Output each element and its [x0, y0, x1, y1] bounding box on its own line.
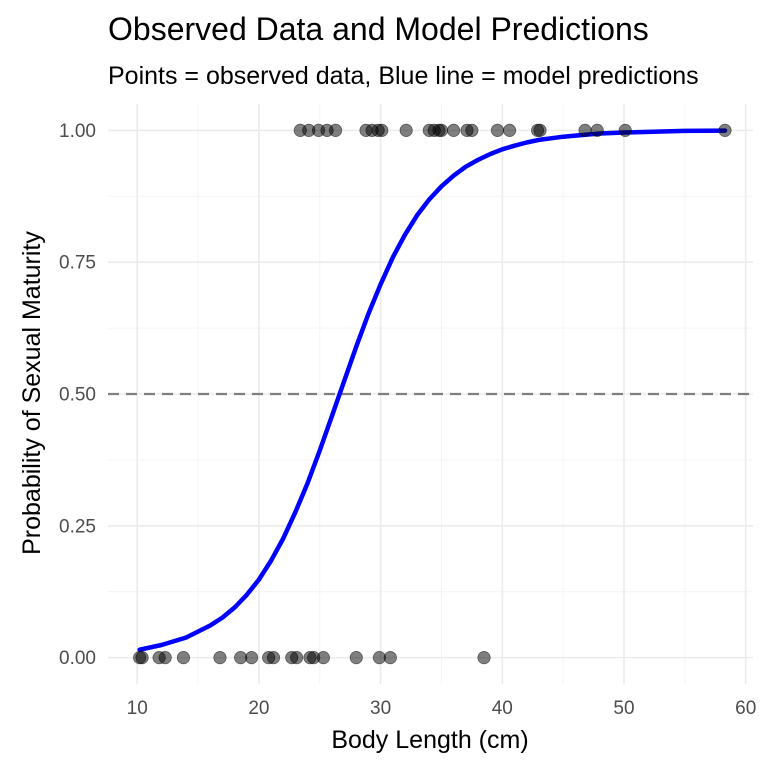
data-point — [375, 123, 389, 137]
chart-subtitle: Points = observed data, Blue line = mode… — [108, 62, 699, 90]
y-tick-label: 0.75 — [59, 253, 96, 274]
data-point — [349, 651, 363, 665]
data-point — [316, 651, 331, 665]
data-point — [328, 123, 343, 137]
data-point — [578, 123, 592, 137]
y-tick-labels: 0.00 0.25 0.50 0.75 1.00 — [59, 121, 96, 669]
data-point — [213, 651, 227, 665]
data-point — [372, 651, 386, 665]
y-tick-label: 0.25 — [59, 516, 96, 537]
x-axis-title: Body Length (cm) — [331, 726, 528, 754]
x-tick-label: 20 — [248, 698, 269, 719]
data-point — [234, 651, 248, 665]
data-point — [490, 123, 505, 137]
y-tick-label: 1.00 — [59, 121, 96, 142]
chart-title: Observed Data and Model Predictions — [108, 11, 649, 47]
data-point — [477, 651, 491, 665]
data-point — [618, 123, 632, 137]
observed-points-group — [133, 123, 732, 665]
model-prediction-line-group — [137, 128, 728, 652]
data-point — [176, 651, 191, 665]
x-tick-label: 50 — [613, 698, 634, 719]
x-tick-label: 40 — [492, 698, 513, 719]
y-tick-label: 0.50 — [59, 385, 96, 406]
model-prediction-line — [137, 128, 728, 652]
data-point — [135, 651, 149, 665]
data-point — [590, 123, 604, 137]
data-point — [290, 651, 304, 665]
y-axis-title: Probability of Sexual Maturity — [18, 231, 46, 555]
y-tick-label: 0.00 — [59, 648, 96, 669]
data-point — [503, 123, 517, 137]
data-point — [434, 123, 449, 137]
x-tick-label: 30 — [370, 698, 391, 719]
data-point — [718, 123, 732, 137]
data-point — [399, 123, 413, 137]
data-point — [266, 651, 281, 665]
data-point — [465, 123, 479, 137]
data-point — [158, 651, 172, 665]
x-tick-labels: 10 20 30 40 50 60 — [127, 698, 757, 719]
x-tick-label: 60 — [735, 698, 756, 719]
major-gridlines — [108, 104, 753, 684]
data-point — [245, 651, 259, 665]
data-point — [383, 651, 397, 665]
data-point — [447, 123, 461, 137]
x-tick-label: 10 — [127, 698, 148, 719]
data-point — [533, 123, 547, 137]
